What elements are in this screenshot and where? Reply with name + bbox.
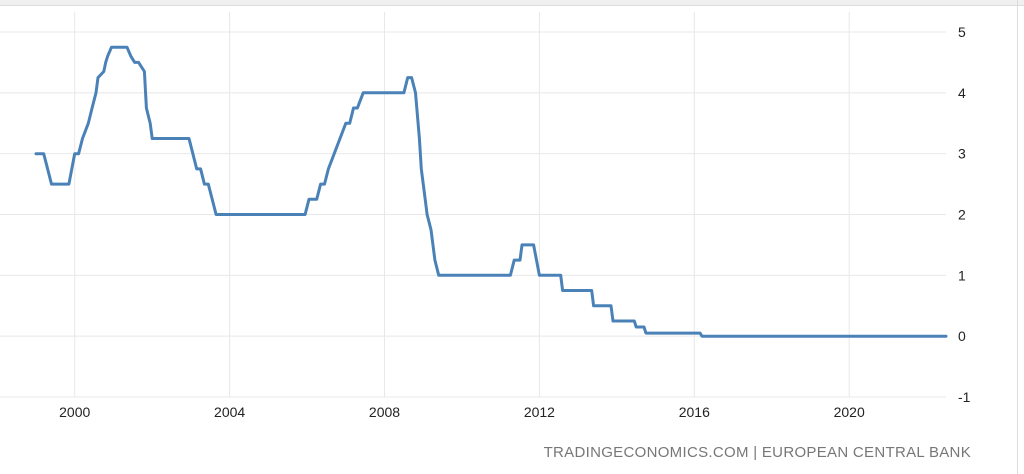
right-border [1017,0,1018,474]
top-border [0,0,1024,6]
vertical-gridlines [74,12,850,397]
series-layer [34,45,948,338]
series-line[interactable] [34,45,948,338]
x-tick-label: 2000 [59,404,90,420]
x-tick-label: 2012 [524,404,555,420]
y-tick-label: 3 [958,146,966,162]
y-tick-label: 2 [958,207,966,223]
x-tick-label: 2004 [214,404,245,420]
y-tick-label: -1 [958,389,971,405]
y-tick-label: 5 [958,24,966,40]
y-tick-label: 4 [958,85,966,101]
y-axis-tick-labels: 5 4 3 2 1 0 -1 [958,24,971,405]
y-tick-label: 0 [958,328,966,344]
source-attribution[interactable]: TRADINGECONOMICS.COM | EUROPEAN CENTRAL … [543,444,971,461]
x-tick-label: 2020 [834,404,865,420]
y-tick-label: 1 [958,267,966,283]
x-axis-tick-labels: 2000 2004 2008 2012 2016 2020 [59,404,865,420]
x-tick-label: 2008 [369,404,400,420]
x-tick-label: 2016 [679,404,710,420]
horizontal-gridlines [0,31,946,398]
